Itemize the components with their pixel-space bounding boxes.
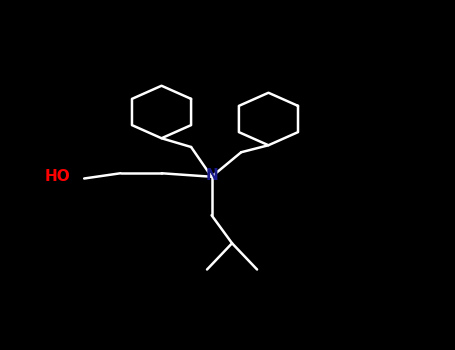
Text: HO: HO [45, 169, 71, 184]
Text: N: N [206, 168, 219, 183]
